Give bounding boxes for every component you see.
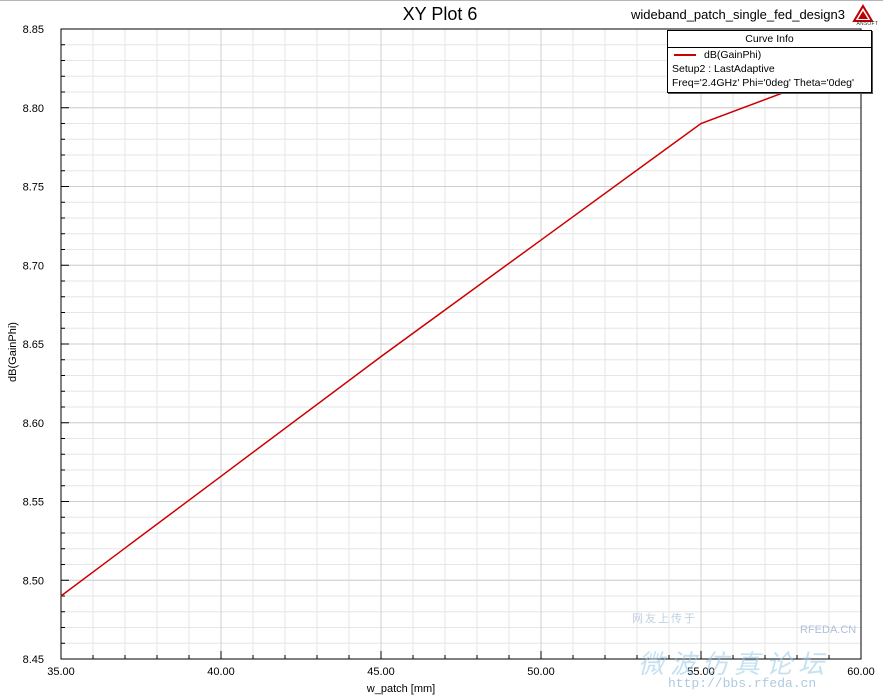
y-tick-label: 8.50 [23, 575, 44, 587]
y-tick-label: 8.55 [23, 497, 44, 509]
y-axis-label: dB(GainPhi) [7, 322, 19, 382]
design-name: wideband_patch_single_fed_design3 [631, 7, 845, 22]
plot-title: XY Plot 6 [402, 4, 478, 24]
y-tick-label: 8.70 [23, 260, 44, 272]
x-tick-label: 60.00 [847, 666, 875, 678]
ansoft-logo-icon [852, 4, 874, 22]
grid [60, 28, 862, 660]
y-tick-label: 8.45 [23, 654, 44, 666]
x-tick-label: 55.00 [687, 666, 715, 678]
y-tick-label: 8.60 [23, 418, 44, 430]
x-tick-label: 40.00 [207, 666, 235, 678]
y-tick-label: 8.65 [23, 339, 44, 351]
curve-info-legend[interactable]: Curve Info dB(GainPhi) Setup2 : LastAdap… [667, 30, 872, 93]
y-tick-label: 8.75 [23, 182, 44, 194]
x-tick-label: 50.00 [527, 666, 555, 678]
curve-swatch [674, 54, 696, 56]
x-tick-label: 45.00 [367, 666, 395, 678]
series[interactable] [60, 62, 862, 597]
legend-curve-row[interactable]: dB(GainPhi) [668, 48, 871, 62]
y-tick-label: 8.85 [23, 24, 44, 36]
legend-params: Freq='2.4GHz' Phi='0deg' Theta='0deg' [672, 77, 854, 89]
y-tick-label: 8.80 [23, 103, 44, 115]
legend-title: Curve Info [668, 31, 871, 48]
axes [60, 28, 862, 660]
legend-curve-name: dB(GainPhi) [704, 49, 762, 61]
x-axis-label: w_patch [mm] [366, 683, 435, 695]
legend-setup: Setup2 : LastAdaptive [672, 63, 775, 75]
tick-labels: 35.00 40.00 45.00 50.00 55.00 60.00 8.45 8.50 8.… [23, 24, 875, 678]
x-tick-label: 35.00 [47, 666, 75, 678]
logo-text: ANSOFT [856, 21, 878, 27]
series-line-dB-GainPhi[interactable] [60, 62, 862, 597]
